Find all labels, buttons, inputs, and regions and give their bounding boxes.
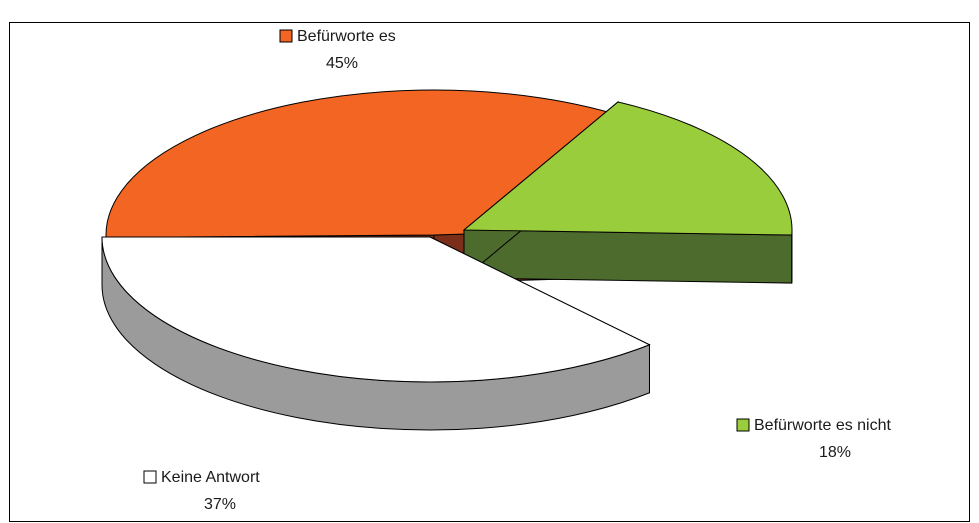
legend-swatch-keine-antwort [144, 471, 156, 483]
label-keine-antwort: Keine Antwort 37% [144, 469, 260, 513]
slice-wall-befuerworte-es-nicht-0 [464, 230, 792, 283]
slice-label-keine-antwort: Keine Antwort [161, 469, 260, 486]
slice-percent-befuerworte-es-nicht: 18% [819, 444, 851, 461]
pie-chart: Befürworte es 45% Befürworte es nicht 18… [10, 23, 971, 523]
slices-layer [102, 90, 792, 430]
slice-label-befuerworte-es-nicht: Befürworte es nicht [754, 417, 892, 434]
slice-percent-befuerworte-es: 45% [326, 55, 358, 72]
label-befuerworte-es: Befürworte es 45% [280, 28, 396, 72]
legend-swatch-befuerworte-es [280, 30, 292, 42]
legend-swatch-befuerworte-es-nicht [737, 419, 749, 431]
label-befuerworte-es-nicht: Befürworte es nicht 18% [737, 417, 892, 461]
slice-label-befuerworte-es: Befürworte es [297, 28, 396, 45]
chart-frame: Befürworte es 45% Befürworte es nicht 18… [9, 22, 970, 522]
slice-percent-keine-antwort: 37% [204, 496, 236, 513]
